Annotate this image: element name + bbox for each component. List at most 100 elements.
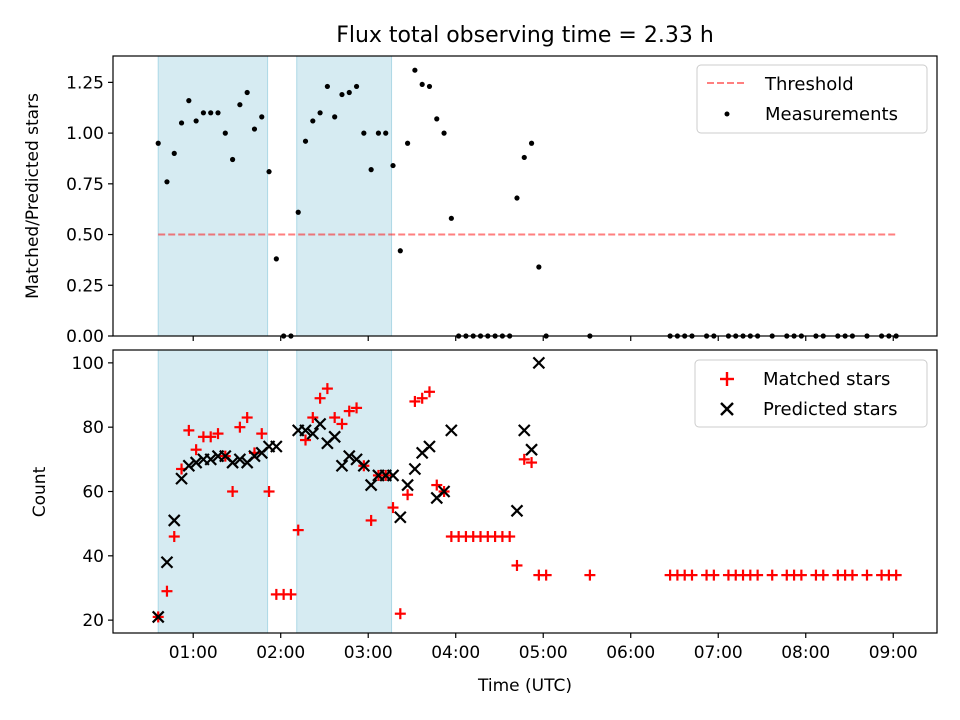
matched-star-point — [256, 428, 268, 440]
matched-star-point — [183, 424, 195, 436]
top-y-tick-label: 0.75 — [66, 175, 104, 195]
matched-star-point — [846, 569, 858, 581]
measurement-point — [273, 256, 279, 262]
measurement-point — [346, 89, 352, 96]
predicted-star-point — [532, 356, 546, 370]
matched-star-point — [234, 421, 246, 433]
matched-star-point — [212, 428, 224, 440]
bottom-y-tick-label: 80 — [82, 418, 104, 438]
measurement-point — [295, 209, 301, 215]
matched-star-point — [329, 412, 341, 424]
measurement-point — [222, 130, 228, 136]
measurement-point — [164, 179, 170, 185]
measurement-point — [186, 98, 192, 104]
predicted-star-point — [408, 462, 422, 476]
measurement-point — [237, 102, 243, 108]
observing-interval-band-1 — [157, 55, 269, 337]
predicted-star-point — [335, 459, 349, 473]
measurement-point — [251, 126, 258, 132]
measurement-point — [514, 195, 520, 201]
measurements-legend-swatch — [724, 111, 730, 117]
predicted-star-point — [386, 469, 400, 482]
predicted-star-point — [175, 472, 188, 485]
matched-star-point — [402, 489, 414, 501]
measurement-point — [521, 154, 527, 161]
predicted-star-point — [160, 555, 174, 569]
x-tick-label: 09:00 — [869, 643, 918, 663]
matched-star-point — [321, 383, 333, 395]
bottom-y-tick-label: 100 — [72, 354, 104, 374]
predicted-legend-swatch — [720, 402, 734, 416]
predicted-star-point — [299, 424, 312, 437]
bottom-shaded-intervals — [157, 349, 393, 634]
matched-star-point — [300, 434, 312, 446]
matched-star-point — [518, 453, 530, 465]
matched-star-point — [394, 608, 406, 620]
predicted-star-point — [270, 440, 283, 453]
matched-star-point — [227, 486, 239, 497]
matched-star-point — [409, 395, 421, 407]
matched-star-point — [168, 531, 180, 543]
bottom-y-axis-ticks: 20 40 60 80 100 — [72, 354, 113, 631]
predicted-star-point — [437, 485, 451, 498]
x-axis-label: Time (UTC) — [477, 676, 572, 696]
measurement-point — [178, 120, 185, 126]
matched-star-point — [766, 569, 778, 581]
matched-star-point — [504, 531, 516, 543]
predicted-star-point — [525, 443, 538, 456]
predicted-star-point — [182, 459, 196, 473]
x-tick-label: 06:00 — [606, 643, 655, 663]
matched-star-point — [387, 502, 399, 514]
top-legend: Threshold Measurements — [696, 64, 928, 134]
matched-legend-label: Matched stars — [763, 369, 890, 390]
predicted-star-point — [313, 417, 327, 431]
matched-star-point — [861, 569, 873, 581]
measurement-point — [441, 130, 447, 136]
predicted-star-point — [357, 459, 371, 473]
top-panel: 0.00 0.25 0.50 0.75 1.00 1.25 Matched/Predict… — [23, 55, 938, 347]
x-tick-label: 02:00 — [256, 643, 305, 663]
measurement-point — [426, 83, 433, 90]
measurement-point — [266, 169, 272, 175]
matched-star-point — [817, 569, 829, 581]
matched-star-point — [795, 569, 807, 581]
observing-interval-band-2 — [296, 349, 393, 634]
bottom-panel: 20 40 60 80 100 01:00 02:00 03:00 04:00 05:00 06:… — [30, 349, 938, 696]
top-y-tick-label: 1.25 — [66, 73, 104, 93]
threshold-legend-label: Threshold — [764, 74, 854, 95]
measurement-point — [302, 138, 309, 144]
predicted-star-point — [151, 610, 165, 624]
top-legend-box — [696, 64, 928, 134]
measurement-point — [310, 118, 316, 124]
predicted-star-point — [167, 514, 181, 527]
measurement-point — [171, 150, 177, 156]
measurement-point — [339, 91, 345, 98]
measurement-point — [155, 140, 161, 146]
matched-star-point — [752, 569, 764, 581]
x-tick-label: 03:00 — [344, 643, 393, 663]
measurement-point — [397, 248, 403, 254]
top-y-axis-ticks: 0.00 0.25 0.50 0.75 1.00 1.25 — [66, 73, 113, 347]
matched-star-point — [540, 569, 552, 581]
matched-star-point — [241, 412, 253, 424]
matched-star-point — [161, 585, 173, 597]
predicted-star-point — [306, 427, 320, 440]
predicted-legend-label: Predicted stars — [763, 399, 897, 420]
measurement-point — [353, 83, 360, 90]
matched-star-point — [423, 386, 435, 398]
measurement-point — [215, 110, 221, 116]
measurement-point — [259, 114, 265, 120]
matched-star-point — [307, 412, 319, 424]
matched-star-point — [584, 569, 596, 581]
x-tick-label: 04:00 — [431, 643, 480, 663]
top-y-axis-label: Matched/Predicted stars — [23, 93, 43, 299]
top-y-tick-label: 1.00 — [66, 124, 104, 144]
predicted-star-point — [401, 478, 414, 492]
matched-star-point — [431, 479, 443, 491]
measurement-point — [528, 140, 535, 146]
top-y-tick-label: 0.00 — [66, 327, 104, 347]
top-plot-frame — [112, 55, 938, 337]
predicted-star-point — [364, 478, 378, 492]
measurement-point — [208, 110, 214, 116]
